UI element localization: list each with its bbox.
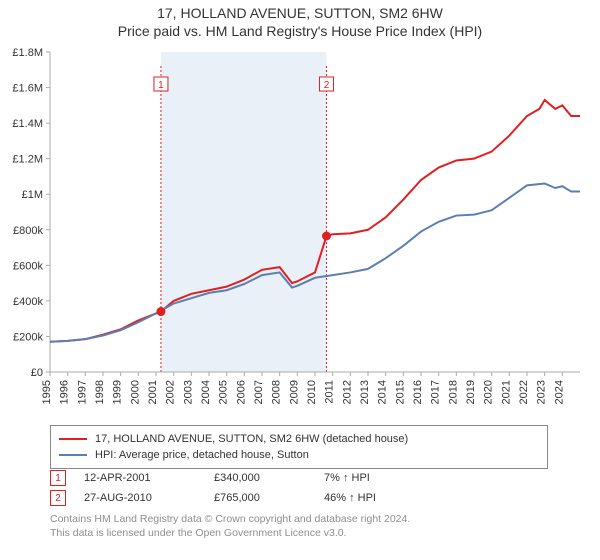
- svg-text:2008: 2008: [271, 380, 283, 404]
- svg-text:2000: 2000: [129, 380, 141, 404]
- svg-text:2003: 2003: [182, 380, 194, 404]
- svg-text:2004: 2004: [200, 380, 212, 404]
- svg-text:£1.8M: £1.8M: [12, 47, 43, 59]
- svg-text:£600k: £600k: [13, 260, 43, 272]
- footer-line-1: Contains HM Land Registry data © Crown c…: [50, 512, 548, 526]
- sale-badge: 1: [50, 470, 66, 486]
- svg-text:2021: 2021: [500, 380, 512, 404]
- svg-text:2001: 2001: [147, 380, 159, 404]
- sale-row: 2 27-AUG-2010£765,00046% ↑ HPI: [50, 488, 548, 508]
- sale-delta: 46% ↑ HPI: [324, 492, 464, 504]
- svg-text:2009: 2009: [288, 380, 300, 404]
- legend-item: 17, HOLLAND AVENUE, SUTTON, SM2 6HW (det…: [59, 431, 539, 447]
- svg-text:£800k: £800k: [13, 225, 43, 237]
- svg-text:2: 2: [324, 80, 330, 91]
- svg-text:1997: 1997: [76, 380, 88, 404]
- svg-text:2023: 2023: [536, 380, 548, 404]
- svg-text:2024: 2024: [553, 380, 565, 404]
- svg-text:2014: 2014: [377, 380, 389, 404]
- sale-date: 27-AUG-2010: [84, 492, 214, 504]
- svg-text:£400k: £400k: [13, 296, 43, 308]
- svg-text:£0: £0: [31, 367, 43, 379]
- svg-text:2017: 2017: [430, 380, 442, 404]
- svg-text:2013: 2013: [359, 380, 371, 404]
- arrow-up-icon: ↑: [343, 472, 349, 484]
- svg-text:2015: 2015: [394, 380, 406, 404]
- legend-swatch: [59, 438, 87, 440]
- svg-text:2020: 2020: [483, 380, 495, 404]
- legend-label: HPI: Average price, detached house, Sutt…: [95, 449, 309, 461]
- svg-text:2002: 2002: [165, 380, 177, 404]
- svg-text:1998: 1998: [94, 380, 106, 404]
- arrow-up-icon: ↑: [349, 492, 355, 504]
- svg-text:£1.4M: £1.4M: [12, 118, 43, 130]
- sale-delta: 7% ↑ HPI: [324, 472, 464, 484]
- sale-date: 12-APR-2001: [84, 472, 214, 484]
- legend-label: 17, HOLLAND AVENUE, SUTTON, SM2 6HW (det…: [95, 433, 408, 445]
- sale-row: 1 12-APR-2001£340,0007% ↑ HPI: [50, 468, 548, 488]
- legend-swatch: [59, 454, 87, 456]
- svg-text:2010: 2010: [306, 380, 318, 404]
- footer-attribution: Contains HM Land Registry data © Crown c…: [50, 512, 548, 540]
- svg-text:2005: 2005: [218, 380, 230, 404]
- svg-text:1995: 1995: [41, 380, 53, 404]
- svg-text:2018: 2018: [447, 380, 459, 404]
- svg-text:2019: 2019: [465, 380, 477, 404]
- svg-text:2006: 2006: [235, 380, 247, 404]
- svg-text:2011: 2011: [324, 380, 336, 404]
- sales-table: 1 12-APR-2001£340,0007% ↑ HPI 2 27-AUG-2010…: [50, 468, 548, 508]
- svg-text:1996: 1996: [59, 380, 71, 404]
- legend: 17, HOLLAND AVENUE, SUTTON, SM2 6HW (det…: [50, 425, 548, 469]
- sale-badge: 2: [50, 490, 66, 506]
- svg-text:2007: 2007: [253, 380, 265, 404]
- price-chart-svg: 1 2 £0 £200k £400k £600k £800k £1M £1.2M £1.4M £1.…: [0, 42, 600, 420]
- svg-text:£1.2M: £1.2M: [12, 154, 43, 166]
- sale-price: £765,000: [214, 492, 324, 504]
- svg-text:2022: 2022: [518, 380, 530, 404]
- svg-text:£1.6M: £1.6M: [12, 83, 43, 95]
- title-line-1: 17, HOLLAND AVENUE, SUTTON, SM2 6HW: [0, 4, 600, 22]
- legend-item: HPI: Average price, detached house, Sutt…: [59, 447, 539, 463]
- svg-text:1: 1: [158, 80, 164, 91]
- footer-line-2: This data is licensed under the Open Gov…: [50, 526, 548, 540]
- svg-text:£1M: £1M: [22, 189, 43, 201]
- title-line-2: Price paid vs. HM Land Registry's House …: [0, 22, 600, 40]
- svg-text:2016: 2016: [412, 380, 424, 404]
- chart-title: 17, HOLLAND AVENUE, SUTTON, SM2 6HW Pric…: [0, 0, 600, 40]
- svg-text:1999: 1999: [112, 380, 124, 404]
- svg-text:£200k: £200k: [13, 331, 43, 343]
- chart-area: 1 2 £0 £200k £400k £600k £800k £1M £1.2M £1.4M £1.…: [0, 42, 600, 420]
- sale-price: £340,000: [214, 472, 324, 484]
- svg-text:2012: 2012: [341, 380, 353, 404]
